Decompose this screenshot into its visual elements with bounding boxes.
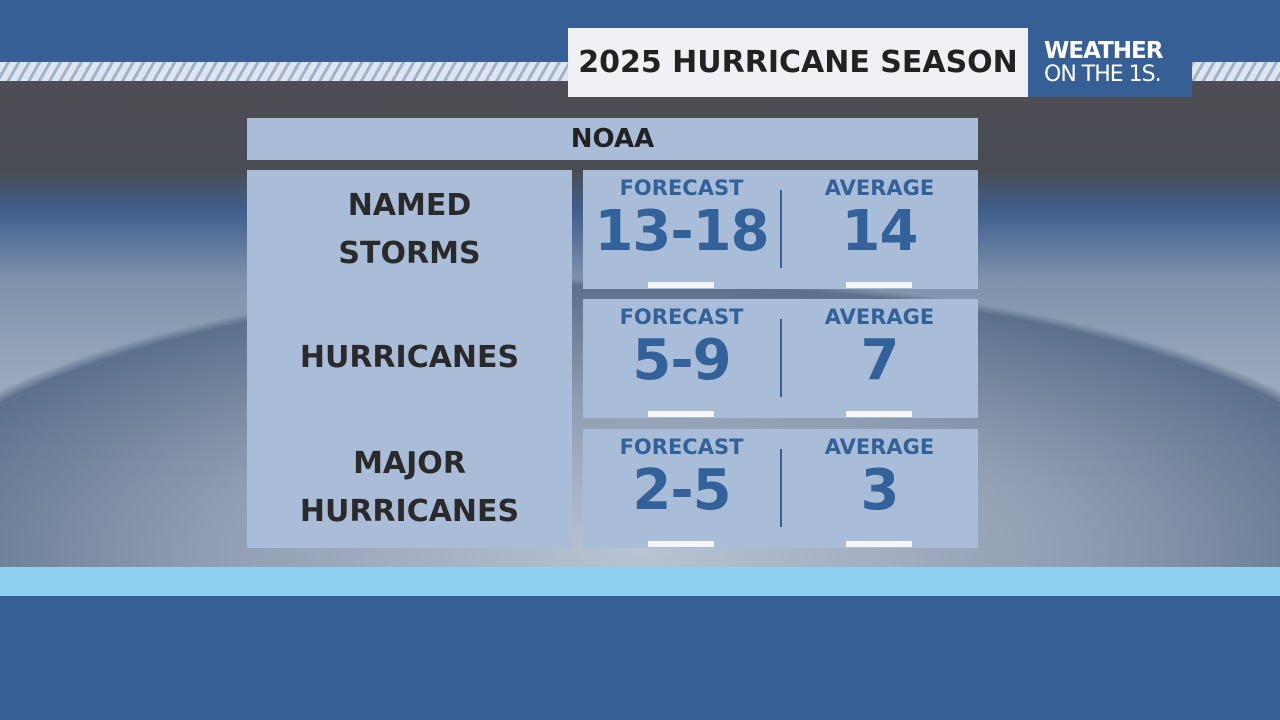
logo-line-1: WEATHER <box>1044 37 1163 64</box>
category-labels-panel: NAMED STORMS HURRICANES MAJOR HURRICANES <box>247 170 572 548</box>
forecast-cell: FORECAST 2-5 <box>583 429 780 548</box>
forecast-value: 5-9 <box>632 328 731 393</box>
average-cell: AVERAGE 14 <box>781 170 978 289</box>
source-header: NOAA <box>247 118 978 160</box>
average-value: 14 <box>841 199 919 264</box>
average-value: 3 <box>860 458 900 523</box>
column-divider <box>780 449 782 527</box>
category-label-hurricanes: HURRICANES <box>299 340 520 375</box>
graphic-title: 2025 HURRICANE SEASON <box>568 28 1028 97</box>
average-cell: AVERAGE 7 <box>781 299 978 418</box>
forecast-cell: FORECAST 13-18 <box>583 170 780 289</box>
category-label-named-storms: NAMED STORMS <box>338 188 481 271</box>
logo-line-2: ON THE 1S. <box>1044 61 1162 87</box>
forecast-value: 2-5 <box>632 458 731 523</box>
stats-row-named-storms: FORECAST 13-18 AVERAGE 14 <box>583 170 978 289</box>
average-value: 7 <box>860 328 900 393</box>
bottom-band <box>0 596 1280 720</box>
accent-stripe <box>0 567 1280 596</box>
category-label-major-hurricanes: MAJOR HURRICANES <box>299 446 520 529</box>
stats-row-major-hurricanes: FORECAST 2-5 AVERAGE 3 <box>583 429 978 548</box>
average-cell: AVERAGE 3 <box>781 429 978 548</box>
weather-on-the-1s-logo: WEATHER ON THE 1S. <box>1028 28 1192 97</box>
stats-row-hurricanes: FORECAST 5-9 AVERAGE 7 <box>583 299 978 418</box>
column-divider <box>780 190 782 268</box>
column-divider <box>780 319 782 397</box>
forecast-cell: FORECAST 5-9 <box>583 299 780 418</box>
forecast-value: 13-18 <box>594 199 769 264</box>
